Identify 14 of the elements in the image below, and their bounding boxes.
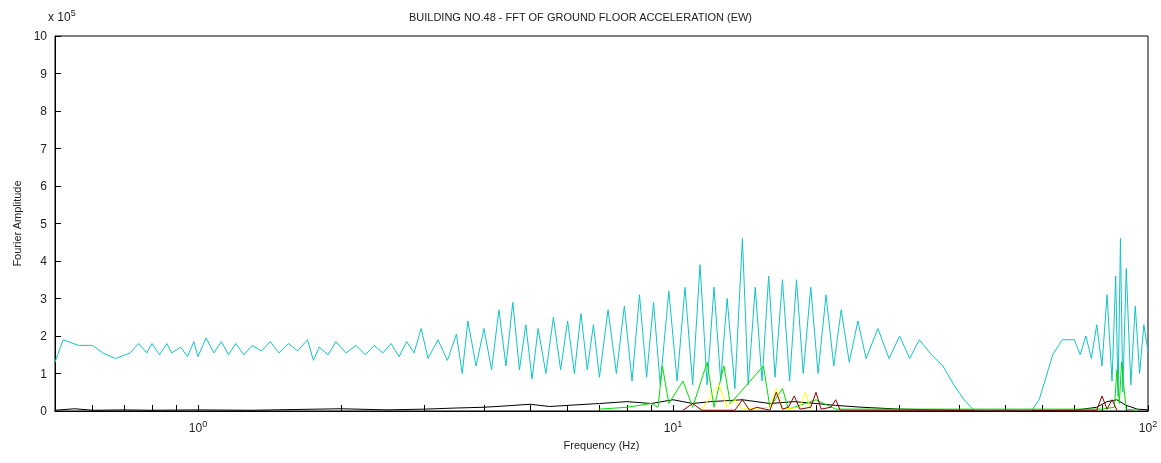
y-tick-label: 7: [40, 141, 48, 156]
y-axis-title: Fourier Amplitude: [11, 180, 24, 267]
y-tick-label: 6: [40, 179, 48, 193]
chart-title: BUILDING NO.48 - FFT OF GROUND FLOOR ACCELERATION (EW): [408, 10, 753, 23]
y-tick-label: 4: [40, 254, 48, 268]
y-tick-label: 5: [40, 216, 48, 231]
y-tick-label: 8: [40, 104, 48, 118]
y-tick-label: 9: [40, 66, 48, 81]
x-axis-title: Frequency (Hz): [563, 438, 640, 451]
y-tick-label: 2: [40, 329, 48, 343]
y-tick-label: 0: [40, 404, 48, 418]
y-tick-label: 1: [40, 366, 48, 381]
y-tick-label: 3: [40, 291, 48, 306]
y-tick-label: 10: [33, 29, 48, 43]
